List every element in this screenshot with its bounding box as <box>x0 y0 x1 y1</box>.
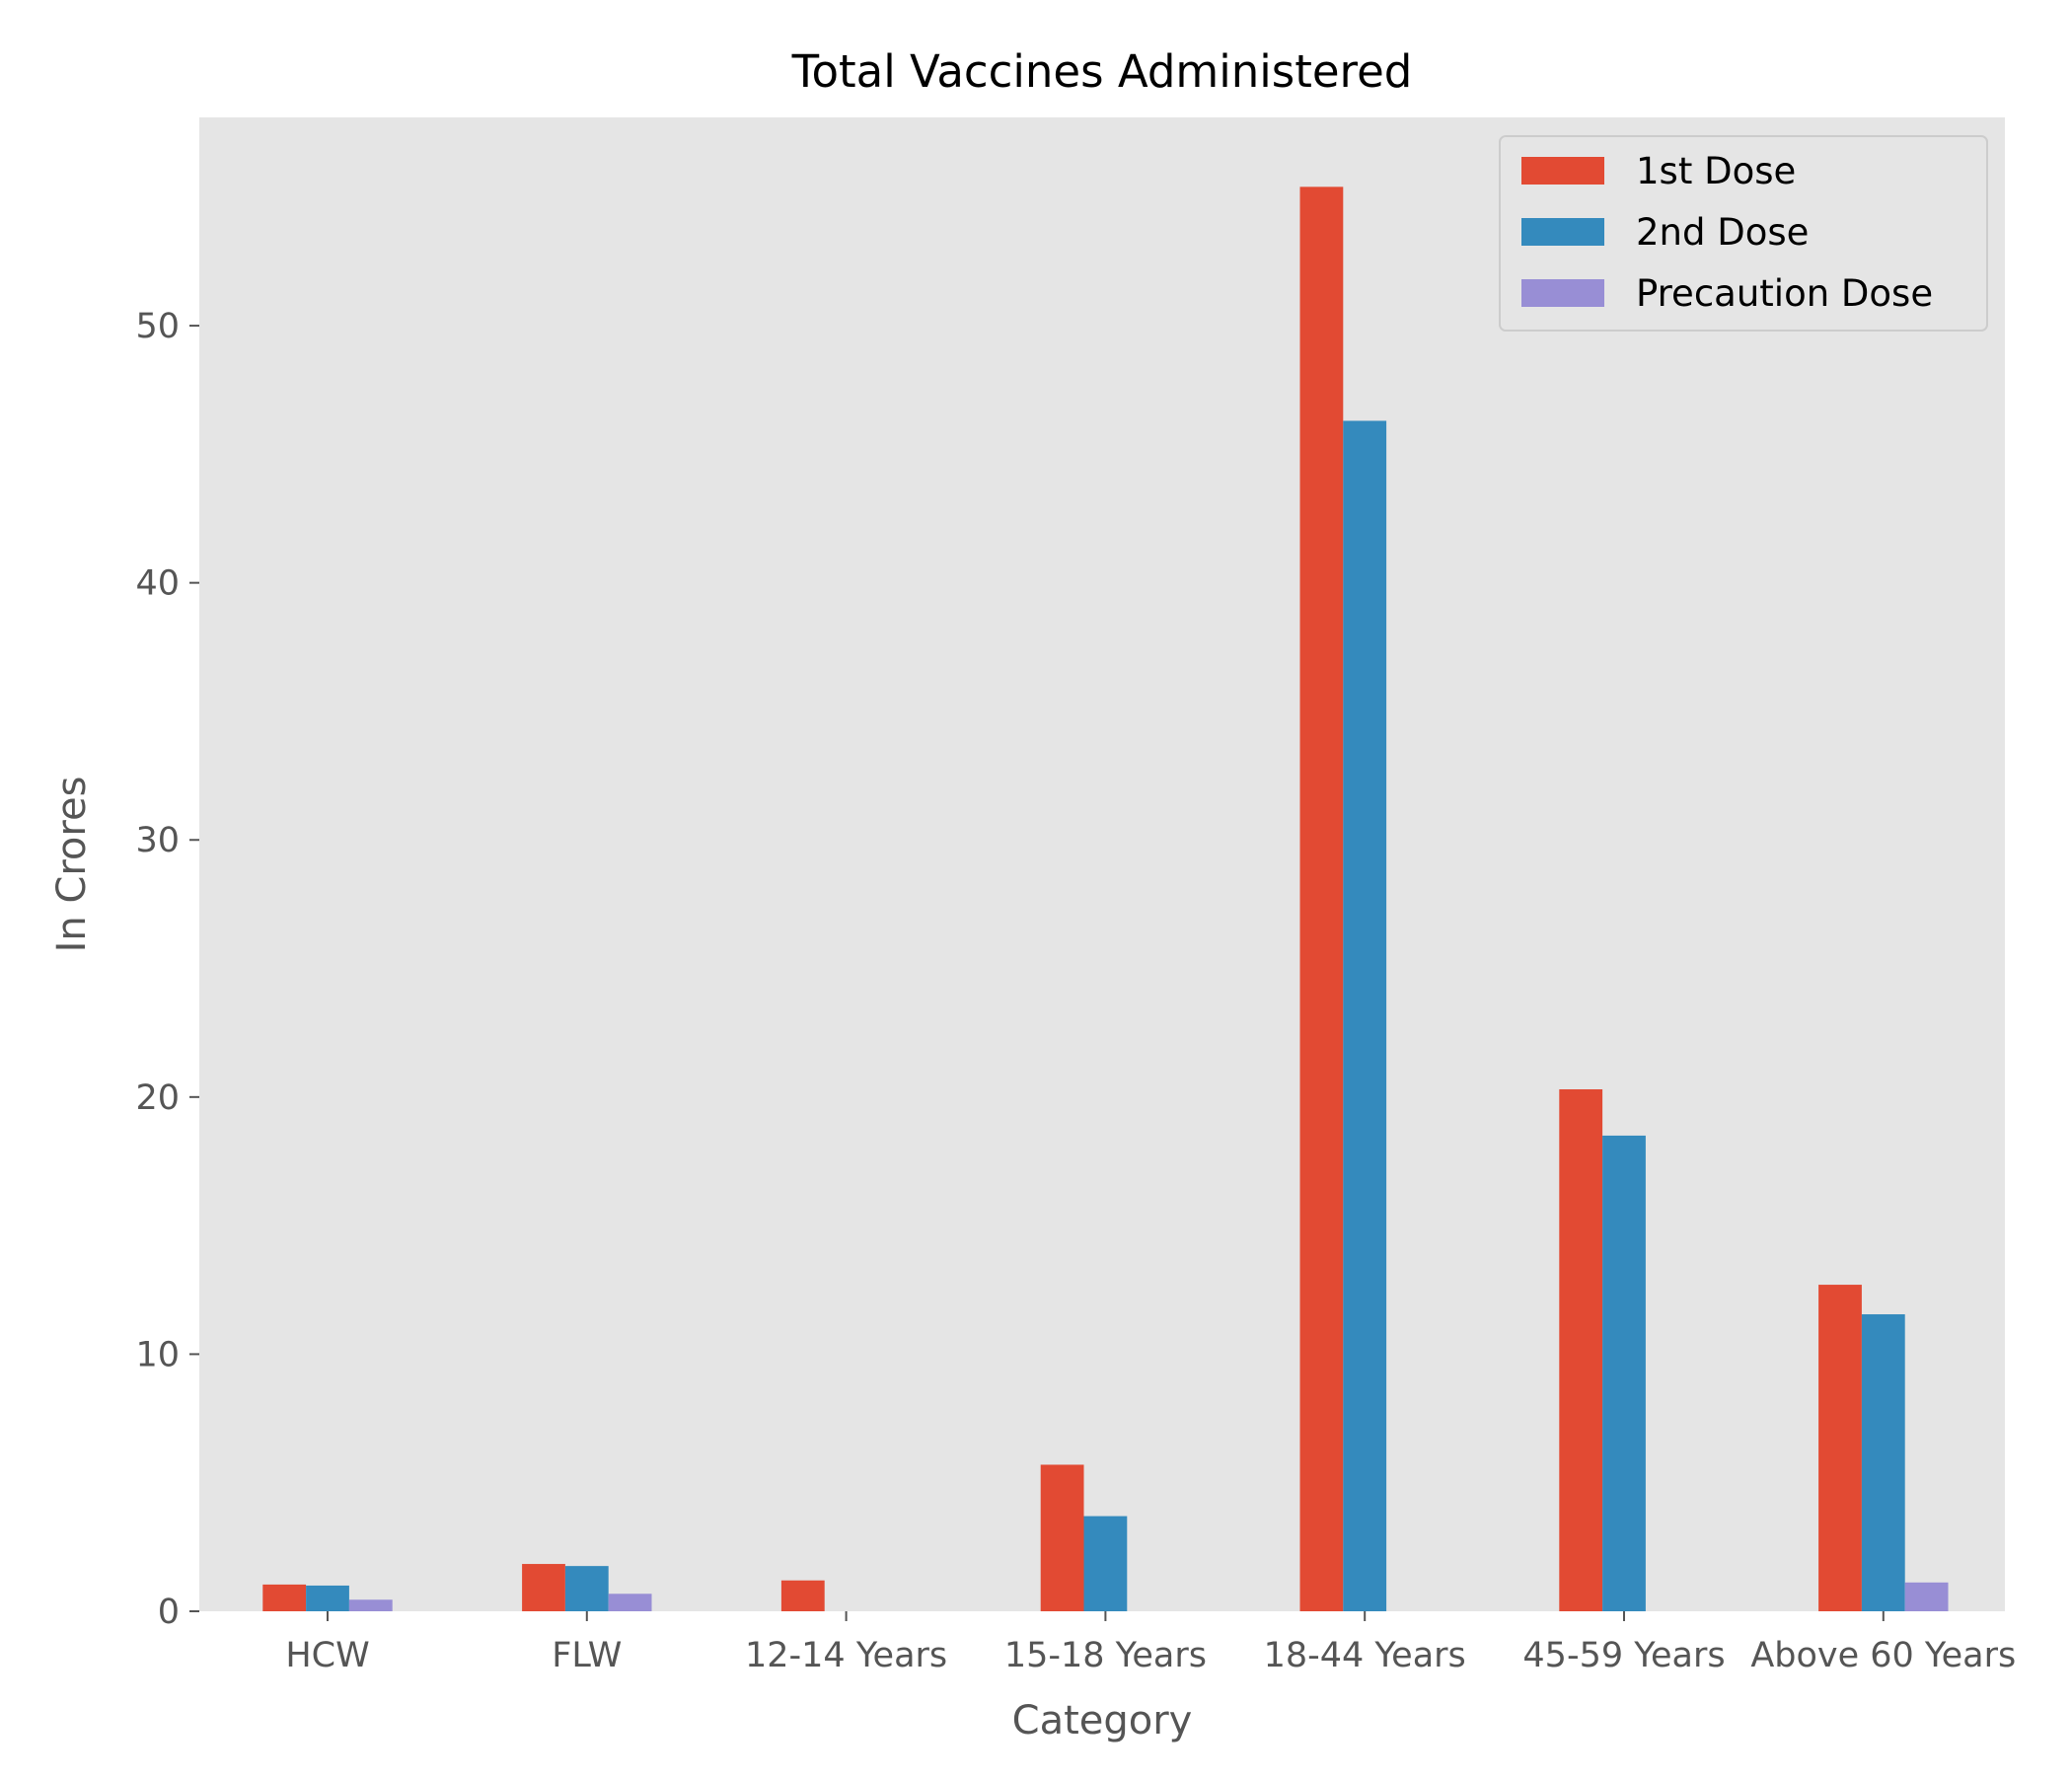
y-tick-label: 30 <box>135 821 180 860</box>
y-tick-label: 10 <box>135 1335 180 1374</box>
x-tick-label: 45-59 Years <box>1522 1636 1725 1675</box>
y-tick-label: 50 <box>135 307 180 346</box>
bar-1st-dose-15-18-years <box>1040 1464 1084 1611</box>
bar-2nd-dose-45-59-years <box>1602 1135 1646 1611</box>
legend-label: 2nd Dose <box>1636 211 1809 254</box>
bar-1st-dose-hcw <box>262 1584 307 1611</box>
bar-1st-dose-12-14-years <box>780 1580 825 1611</box>
bars-group <box>262 186 1949 1612</box>
y-tick-label: 40 <box>135 564 180 604</box>
x-tick-label: 18-44 Years <box>1264 1636 1466 1675</box>
bar-precaution-dose-flw <box>608 1594 652 1611</box>
legend-swatch <box>1521 218 1604 246</box>
x-tick-label: HCW <box>285 1636 369 1675</box>
bar-2nd-dose-hcw <box>306 1585 349 1611</box>
x-tick-label: 12-14 Years <box>745 1636 947 1675</box>
bar-precaution-dose-hcw <box>348 1599 393 1611</box>
y-tick-label: 0 <box>158 1593 180 1632</box>
y-axis-label: In Crores <box>49 777 95 953</box>
legend-label: 1st Dose <box>1636 150 1796 192</box>
legend: 1st Dose 2nd Dose Precaution Dose <box>1499 135 1988 332</box>
x-tick-label: FLW <box>552 1636 622 1675</box>
bar-1st-dose-flw <box>522 1564 565 1611</box>
bar-2nd-dose-above-60-years <box>1861 1314 1905 1611</box>
legend-swatch <box>1521 279 1604 307</box>
x-axis: HCW FLW 12-14 Years 15-18 Years 18-44 Years 4… <box>285 1611 2016 1675</box>
x-tick-label: 15-18 Years <box>1004 1636 1207 1675</box>
bar-precaution-dose-above-60-years <box>1904 1582 1949 1611</box>
bar-1st-dose-above-60-years <box>1818 1285 1862 1611</box>
x-axis-label: Category <box>1012 1698 1193 1743</box>
chart-title: Total Vaccines Administered <box>791 45 1413 98</box>
plot-area <box>199 117 2005 1611</box>
bar-1st-dose-45-59-years <box>1559 1089 1603 1611</box>
legend-label: Precaution Dose <box>1636 272 1933 315</box>
x-tick-label: Above 60 Years <box>1750 1636 2016 1675</box>
legend-box <box>1499 135 1988 332</box>
bar-2nd-dose-flw <box>564 1566 609 1611</box>
y-axis: 0 10 20 30 40 50 <box>135 307 199 1632</box>
bar-1st-dose-18-44-years <box>1299 186 1344 1612</box>
bar-2nd-dose-18-44-years <box>1343 420 1387 1611</box>
legend-swatch <box>1521 157 1604 185</box>
y-tick-label: 20 <box>135 1078 180 1118</box>
bar-2nd-dose-15-18-years <box>1083 1516 1128 1611</box>
